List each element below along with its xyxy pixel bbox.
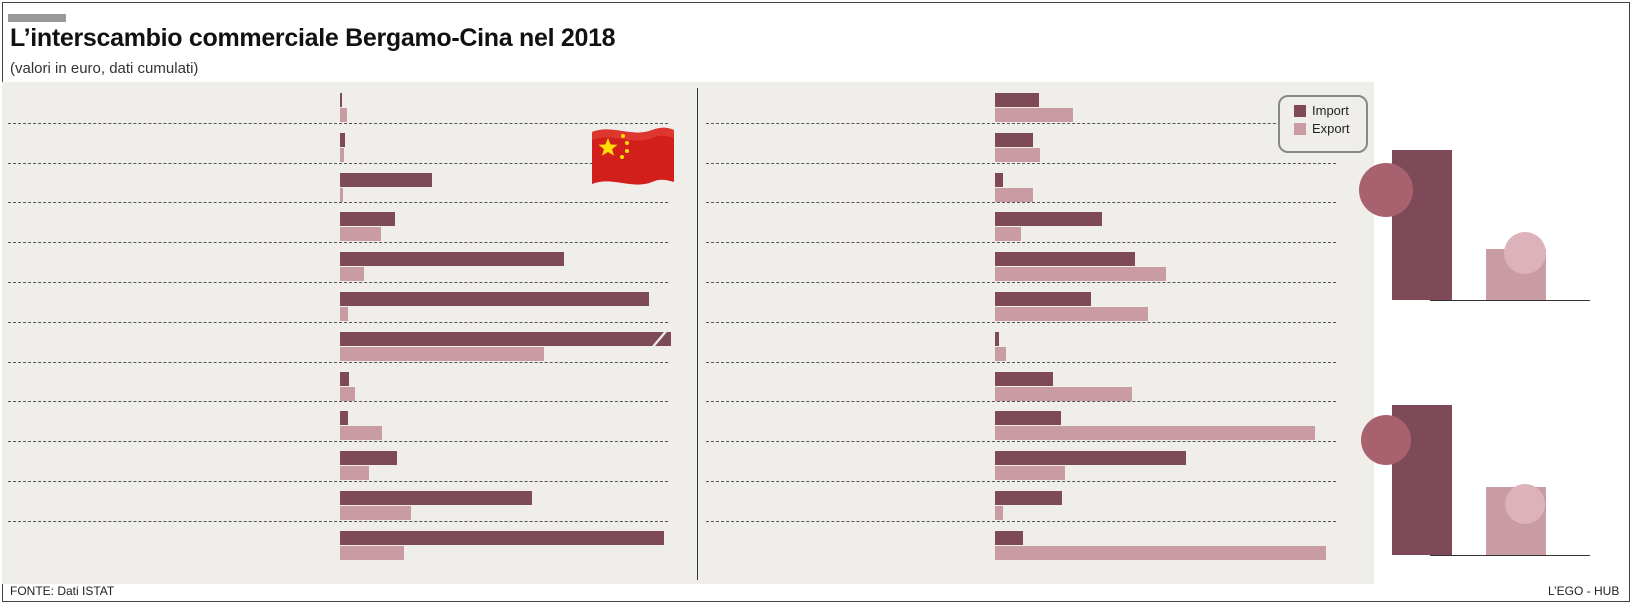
import-bar <box>995 451 1187 466</box>
import-bar <box>995 371 1053 386</box>
legend-export-label: Export <box>1312 121 1350 136</box>
export-bar <box>340 545 405 560</box>
import-bar <box>995 411 1062 426</box>
import-bar <box>995 172 1003 187</box>
header-accent-bar <box>8 14 66 22</box>
import-bar <box>995 93 1040 107</box>
row-separator <box>8 481 668 482</box>
column-divider <box>697 88 698 580</box>
row-separator <box>8 321 668 323</box>
import-bar <box>340 491 533 505</box>
export-bar <box>995 386 1132 401</box>
row-separator <box>706 481 1336 482</box>
import-bar <box>340 411 348 426</box>
export-bar <box>995 227 1022 242</box>
import-change-badge <box>1361 415 1411 465</box>
row-separator <box>8 401 668 403</box>
chart-subtitle: (valori in euro, dati cumulati) <box>10 60 199 77</box>
import-bar <box>995 331 999 346</box>
export-bar <box>995 346 1006 361</box>
totals-baseline <box>1430 555 1590 556</box>
export-bar <box>340 506 411 520</box>
row-separator <box>706 520 1336 522</box>
import-bar <box>340 212 396 227</box>
row-separator <box>8 520 668 522</box>
export-bar <box>340 466 370 481</box>
import-bar <box>995 292 1092 306</box>
export-bar <box>340 426 382 441</box>
export-bar <box>995 426 1315 441</box>
row-separator <box>706 321 1336 323</box>
export-bar <box>340 386 356 401</box>
row-separator <box>8 282 668 283</box>
import-bar <box>995 530 1023 545</box>
export-bar <box>995 147 1041 162</box>
export-bar <box>340 346 545 361</box>
export-bar <box>340 307 349 321</box>
export-bar <box>340 227 381 242</box>
row-separator <box>8 162 668 164</box>
import-bar <box>340 328 671 349</box>
source-note: FONTE: Dati ISTAT <box>10 584 115 598</box>
import-bar <box>995 252 1135 267</box>
row-separator <box>8 242 668 244</box>
row-separator <box>706 441 1336 443</box>
export-bar <box>995 506 1003 520</box>
import-bar <box>340 371 350 386</box>
row-separator <box>706 202 1336 204</box>
export-bar <box>995 307 1148 321</box>
china-flag-icon <box>590 124 676 195</box>
row-separator <box>706 122 1336 124</box>
export-bar <box>995 108 1074 122</box>
import-bar <box>995 212 1102 227</box>
row-separator <box>706 242 1336 244</box>
row-separator <box>8 441 668 443</box>
row-separator <box>8 122 668 124</box>
export-bar <box>995 466 1065 481</box>
row-separator <box>706 361 1336 363</box>
import-bar <box>340 132 345 147</box>
row-separator <box>706 162 1336 164</box>
legend-import-label: Import <box>1312 103 1349 118</box>
credit-note: L’EGO - HUB <box>1548 584 1620 598</box>
import-change-badge <box>1359 163 1413 217</box>
legend: Import Export <box>1278 95 1368 153</box>
export-bar <box>995 545 1327 560</box>
legend-import-swatch <box>1294 105 1306 117</box>
export-bar <box>340 147 344 162</box>
legend-export-swatch <box>1294 123 1306 135</box>
row-separator <box>706 401 1336 403</box>
import-bar <box>340 172 433 187</box>
export-change-badge <box>1504 232 1546 274</box>
export-change-badge <box>1505 484 1545 524</box>
export-bar <box>340 267 365 282</box>
bar-panel <box>2 82 1374 584</box>
row-separator <box>706 282 1336 283</box>
totals-baseline <box>1430 300 1590 301</box>
export-bar <box>340 108 348 122</box>
import-bar <box>995 132 1034 147</box>
import-bar <box>340 93 342 107</box>
export-bar <box>340 187 343 202</box>
export-bar <box>995 187 1034 202</box>
import-bar <box>340 451 397 466</box>
import-bar <box>340 530 665 545</box>
import-bar <box>995 491 1063 505</box>
import-bar <box>340 252 564 267</box>
row-separator <box>8 361 668 363</box>
chart-title: L’interscambio commerciale Bergamo-Cina … <box>10 24 616 52</box>
row-separator <box>8 202 668 204</box>
import-bar <box>340 292 650 306</box>
export-bar <box>995 267 1167 282</box>
